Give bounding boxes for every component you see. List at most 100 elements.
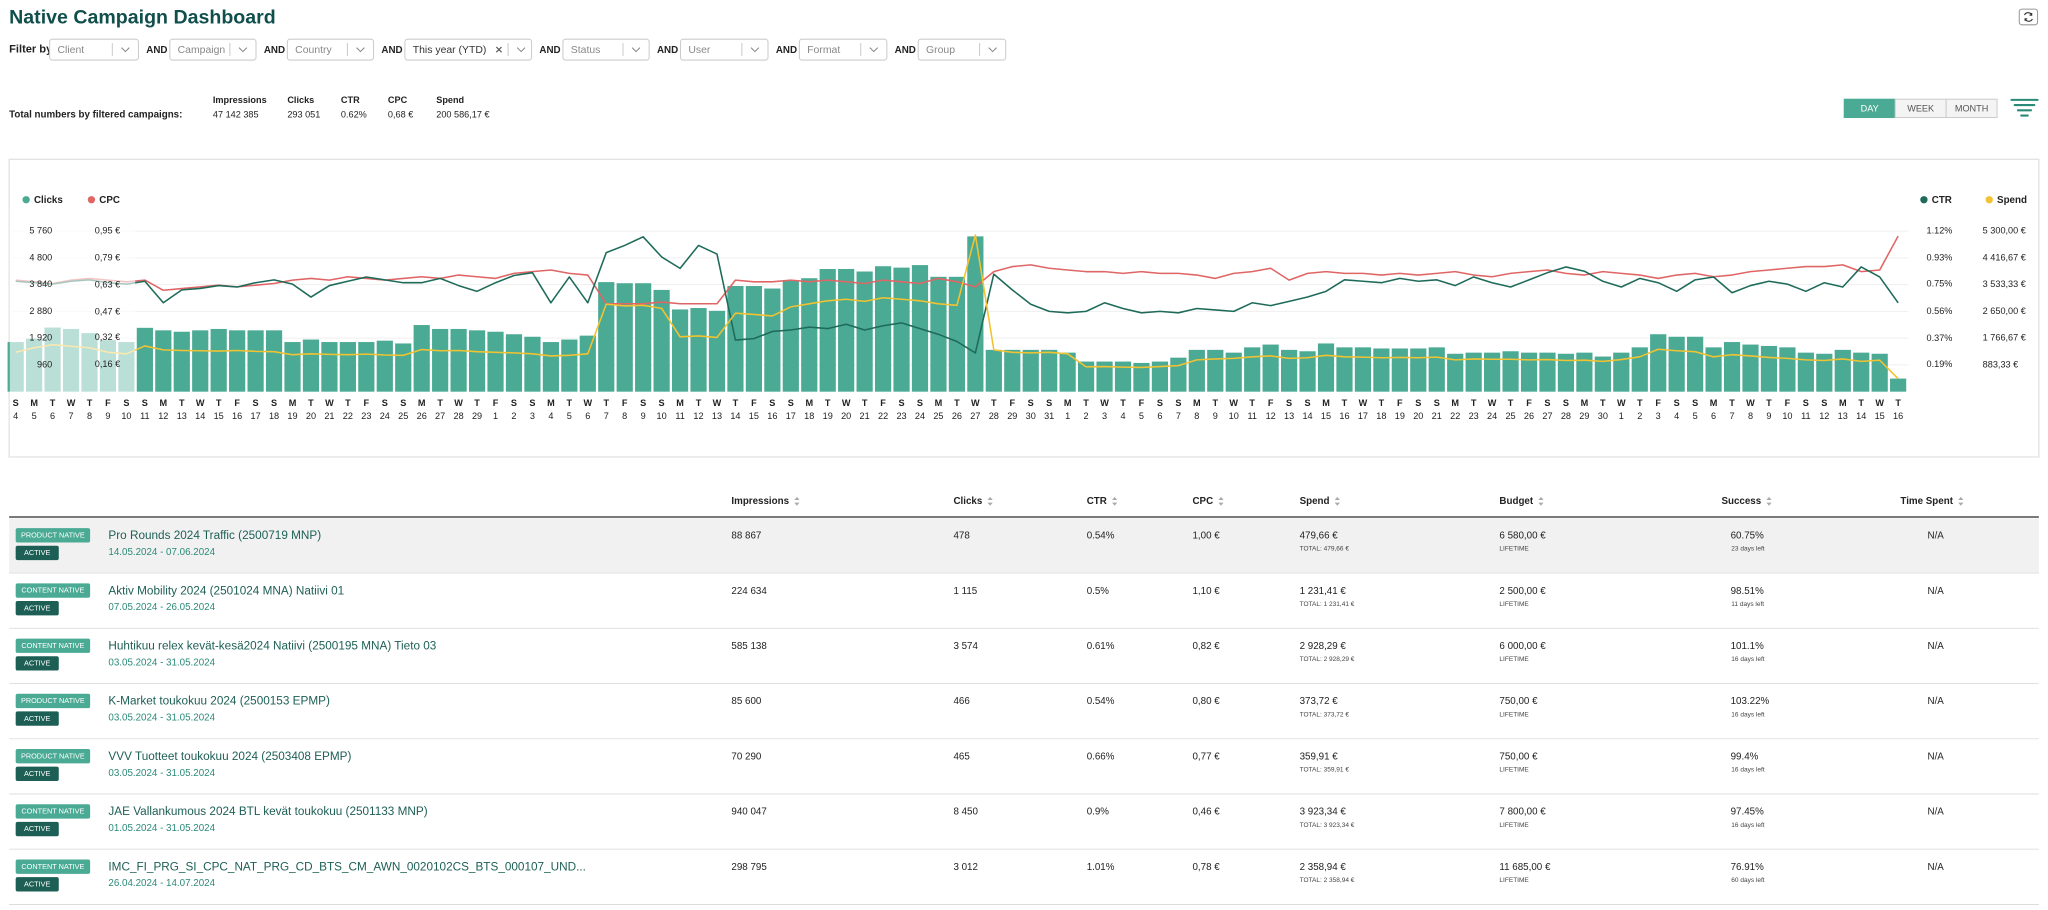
select-text[interactable]: Country bbox=[295, 45, 332, 56]
select-text[interactable]: Client bbox=[57, 45, 84, 56]
x-tick-label: 23 bbox=[896, 411, 906, 421]
column-header-label[interactable]: Impressions bbox=[731, 496, 789, 507]
table-row[interactable]: CONTENT NATIVE ACTIVE JAE Vallankumous 202… bbox=[9, 794, 2039, 850]
legend-item[interactable]: Spend bbox=[1985, 195, 2027, 206]
bar bbox=[653, 289, 670, 392]
select-text[interactable]: User bbox=[688, 45, 711, 56]
column-header[interactable]: Success bbox=[1721, 496, 1772, 507]
filter-connector: AND bbox=[895, 45, 916, 56]
table-row[interactable]: PRODUCT NATIVE ACTIVE K-Market toukokuu 20… bbox=[9, 684, 2039, 740]
legend-label[interactable]: CPC bbox=[99, 195, 120, 206]
select-text[interactable]: Status bbox=[571, 45, 601, 56]
filter-select[interactable]: Client bbox=[49, 38, 139, 61]
filter-select[interactable]: Status bbox=[562, 38, 650, 61]
bar bbox=[579, 335, 596, 392]
campaign-name[interactable]: Pro Rounds 2024 Traffic (2500719 MNP) bbox=[108, 529, 321, 542]
bar bbox=[598, 282, 615, 392]
table-row[interactable]: PRODUCT NATIVE ACTIVE VVV Tuotteet toukoku… bbox=[9, 739, 2039, 795]
cell-value: 101.1% bbox=[1731, 641, 1764, 652]
campaign-name[interactable]: VVV Tuotteet toukokuu 2024 (2503408 EPMP… bbox=[108, 750, 351, 763]
select-box[interactable] bbox=[917, 38, 1007, 61]
status-label: ACTIVE bbox=[24, 659, 50, 668]
campaign-name[interactable]: K-Market toukokuu 2024 (2500153 EPMP) bbox=[108, 695, 330, 708]
x-tick-label: 22 bbox=[878, 411, 888, 421]
legend-label[interactable]: Clicks bbox=[34, 195, 63, 206]
table-row[interactable]: CONTENT NATIVE ACTIVE Aktiv Mobility 2024 … bbox=[9, 573, 2039, 629]
x-tick-weekday: T bbox=[825, 398, 831, 408]
column-header[interactable]: Clicks bbox=[953, 496, 993, 507]
column-header[interactable]: Time Spent bbox=[1900, 496, 1964, 507]
x-tick-weekday: W bbox=[1488, 398, 1497, 408]
bar bbox=[1650, 334, 1667, 392]
table-row[interactable]: CONTENT NATIVE ACTIVE Huhtikuu relex kevät… bbox=[9, 628, 2039, 685]
refresh-button[interactable] bbox=[2018, 8, 2039, 26]
legend-label[interactable]: CTR bbox=[1932, 195, 1952, 206]
legend-item[interactable]: Clicks bbox=[22, 195, 63, 206]
select-text[interactable]: This year (YTD) bbox=[413, 45, 487, 56]
bar bbox=[1797, 352, 1814, 392]
legend-item[interactable]: CTR bbox=[1920, 195, 1952, 206]
select-box[interactable] bbox=[169, 38, 257, 61]
cell-value: 70 290 bbox=[731, 751, 761, 762]
campaign-name[interactable]: Huhtikuu relex kevät-kesä2024 Natiivi (2… bbox=[108, 640, 436, 653]
x-tick-weekday: S bbox=[1286, 398, 1292, 408]
toggle-label[interactable]: WEEK bbox=[1907, 103, 1934, 113]
column-header-label[interactable]: CPC bbox=[1192, 496, 1213, 507]
cell-subtext: 16 days left bbox=[1731, 711, 1765, 718]
filter-select[interactable]: Country bbox=[286, 38, 375, 61]
chevron-icon bbox=[356, 47, 365, 53]
select-box[interactable] bbox=[49, 38, 139, 61]
column-header[interactable]: CTR bbox=[1087, 496, 1118, 507]
filter-select[interactable]: This year (YTD) bbox=[404, 38, 533, 61]
campaign-name[interactable]: IMC_FI_PRG_SI_CPC_NAT_PRG_CD_BTS_CM_AWN_… bbox=[108, 860, 585, 873]
toggle-button[interactable] bbox=[1945, 98, 1998, 119]
x-tick-weekday: T bbox=[1637, 398, 1643, 408]
select-box[interactable] bbox=[404, 38, 533, 61]
status-label: ACTIVE bbox=[24, 824, 50, 833]
filter-select[interactable]: Group bbox=[917, 38, 1007, 61]
campaign-name[interactable]: JAE Vallankumous 2024 BTL kevät toukokuu… bbox=[108, 805, 427, 818]
cell-subtext: TOTAL: 2 928,29 € bbox=[1300, 656, 1355, 663]
x-tick-label: 6 bbox=[50, 411, 55, 421]
column-header-label[interactable]: Clicks bbox=[953, 496, 982, 507]
chart-filter-button[interactable] bbox=[2010, 98, 2039, 117]
table-row[interactable]: PRODUCT NATIVE ACTIVE Pro Rounds 2024 Traf… bbox=[9, 518, 2039, 574]
column-header[interactable]: Budget bbox=[1499, 496, 1544, 507]
cell-subtext: LIFETIME bbox=[1499, 877, 1529, 884]
select-box[interactable] bbox=[798, 38, 888, 61]
clear-icon[interactable] bbox=[495, 46, 502, 53]
select-text[interactable]: Campaign bbox=[178, 45, 226, 56]
filter-select[interactable]: User bbox=[679, 38, 769, 61]
toggle-label[interactable]: DAY bbox=[1861, 103, 1879, 113]
column-header[interactable]: Spend bbox=[1300, 496, 1340, 507]
filter-select[interactable]: Campaign bbox=[169, 38, 257, 61]
bar bbox=[265, 330, 283, 392]
y-tick-label: 1.12% bbox=[1927, 226, 1953, 236]
column-header-label[interactable]: Time Spent bbox=[1900, 496, 1953, 507]
x-tick-label: 8 bbox=[1194, 411, 1199, 421]
filter-select[interactable]: Format bbox=[798, 38, 888, 61]
select-box[interactable] bbox=[562, 38, 650, 61]
select-box[interactable] bbox=[286, 38, 375, 61]
campaign-name[interactable]: Aktiv Mobility 2024 (2501024 MNA) Natiiv… bbox=[108, 584, 344, 597]
column-header-label[interactable]: Spend bbox=[1300, 496, 1330, 507]
select-box[interactable] bbox=[679, 38, 769, 61]
column-header[interactable]: CPC bbox=[1192, 496, 1224, 507]
toggle-label[interactable]: MONTH bbox=[1955, 103, 1988, 113]
cell-value: 750,00 € bbox=[1499, 696, 1538, 707]
select-text[interactable]: Group bbox=[926, 45, 955, 56]
bar bbox=[635, 283, 652, 392]
x-tick-label: 27 bbox=[970, 411, 980, 421]
select-text[interactable]: Format bbox=[807, 45, 840, 56]
column-header-label[interactable]: CTR bbox=[1087, 496, 1107, 507]
column-header[interactable]: Impressions bbox=[731, 496, 800, 507]
column-header-label[interactable]: Budget bbox=[1499, 496, 1533, 507]
x-tick-label: 10 bbox=[657, 411, 667, 421]
format-label: CONTENT NATIVE bbox=[21, 586, 84, 595]
column-header-label[interactable]: Success bbox=[1721, 496, 1761, 507]
refresh-frame[interactable] bbox=[2018, 8, 2039, 26]
legend-label[interactable]: Spend bbox=[1997, 195, 2027, 206]
legend-item[interactable]: CPC bbox=[87, 195, 120, 206]
table-row[interactable]: CONTENT NATIVE ACTIVE IMC_FI_PRG_SI_CPC_NA… bbox=[9, 849, 2039, 906]
cell-value: 478 bbox=[953, 531, 970, 542]
